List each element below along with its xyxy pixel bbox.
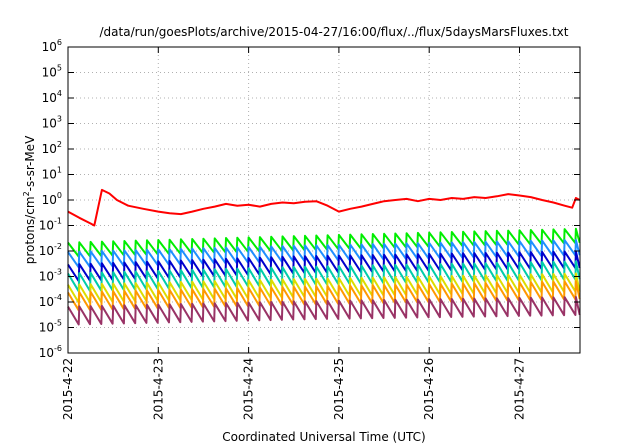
y-tick-exp: 2 [57, 140, 62, 149]
chart-title: /data/run/goesPlots/archive/2015-04-27/1… [100, 25, 569, 39]
tick-layer [67, 46, 580, 354]
x-tick-label: 2015-4-22 [61, 358, 75, 420]
y-tick-labels: 10-610-510-410-310-210-11001011021031041… [39, 38, 62, 360]
y-tick-base: 10 [39, 321, 54, 335]
y-tick-label: 100 [42, 191, 62, 207]
series-layer [67, 188, 581, 326]
y-tick-label: 10-1 [39, 217, 62, 233]
y-tick-label: 102 [42, 140, 62, 156]
y-tick-base: 10 [42, 117, 57, 131]
x-tick-label: 2015-4-26 [422, 358, 436, 420]
y-tick-exp: 5 [57, 64, 62, 73]
x-tick-labels: 2015-4-22 2015-4-23 2015-4-24 2015-4-25 2015… [61, 358, 527, 420]
y-tick-label: 10-6 [39, 344, 62, 360]
y-tick-label: 10-4 [39, 293, 62, 309]
y-tick-label: 105 [42, 64, 62, 80]
y-tick-exp: -1 [54, 217, 62, 226]
y-tick-label: 103 [42, 115, 62, 131]
y-tick-label: 104 [42, 89, 62, 105]
y-tick-exp: 6 [57, 38, 62, 47]
y-tick-exp: 4 [57, 89, 62, 98]
y-tick-exp: -4 [54, 293, 62, 302]
x-tick-label: 2015-4-23 [151, 358, 165, 420]
y-tick-label: 106 [42, 38, 62, 54]
y-tick-base: 10 [42, 66, 57, 80]
y-tick-base: 10 [42, 168, 57, 182]
y-tick-base: 10 [42, 91, 57, 105]
x-tick-label: 2015-4-24 [242, 358, 256, 420]
y-tick-label: 101 [42, 166, 62, 182]
y-tick-base: 10 [39, 219, 54, 233]
y-tick-base: 10 [39, 346, 54, 360]
y-tick-base: 10 [39, 295, 54, 309]
y-axis-label: protons/cm2-s-sr-MeV [22, 135, 37, 264]
y-tick-label: 10-2 [39, 242, 62, 258]
y-tick-base: 10 [42, 142, 57, 156]
y-tick-exp: -5 [54, 319, 62, 328]
series-line-7 [67, 296, 581, 326]
y-axis-label-rest: -s-sr-MeV [23, 135, 37, 191]
y-tick-base: 10 [42, 193, 57, 207]
x-axis-label: Coordinated Universal Time (UTC) [222, 430, 425, 444]
y-tick-exp: -3 [54, 268, 62, 277]
series-line-0 [67, 188, 581, 227]
y-axis-label-main: protons/cm [23, 196, 37, 264]
y-tick-exp: -2 [54, 242, 62, 251]
y-tick-exp: 1 [57, 166, 62, 175]
y-tick-exp: 0 [57, 191, 62, 200]
y-axis-label-sup: 2 [22, 191, 31, 196]
y-tick-base: 10 [42, 40, 57, 54]
x-tick-label: 2015-4-25 [332, 358, 346, 420]
y-tick-base: 10 [39, 244, 54, 258]
y-tick-label: 10-5 [39, 319, 62, 335]
y-tick-exp: -6 [54, 344, 62, 353]
y-tick-base: 10 [39, 270, 54, 284]
grid-layer [68, 47, 580, 353]
y-tick-exp: 3 [57, 115, 62, 124]
y-tick-label: 10-3 [39, 268, 62, 284]
series-line-1 [67, 227, 581, 258]
x-tick-label: 2015-4-27 [513, 358, 527, 420]
